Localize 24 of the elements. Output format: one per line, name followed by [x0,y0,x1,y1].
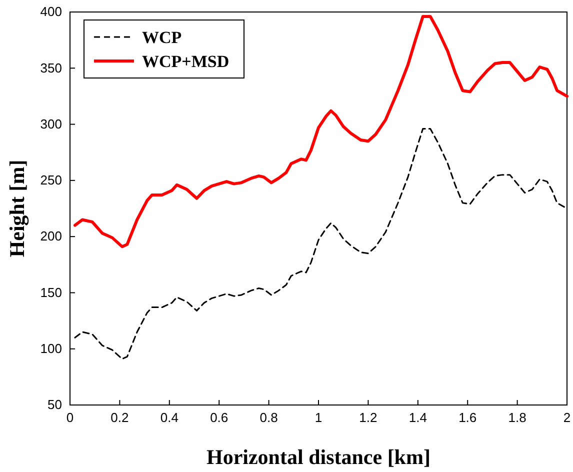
y-tick-label: 300 [40,116,62,132]
line-series [73,14,568,248]
x-tick-label: 0.4 [160,410,178,426]
x-tick-label: 0.6 [210,410,228,426]
x-axis-title: Horizontal distance [km] [206,445,430,469]
x-tick-label: 1.6 [458,410,477,426]
x-tick-label: 1 [314,410,322,426]
y-tick-label: 200 [40,228,62,244]
x-tick-label: 1.8 [508,410,526,426]
legend-label: WCP+MSD [142,52,230,71]
y-tick-label: 250 [40,172,62,188]
x-tick-label: 0.2 [110,410,129,426]
x-tick-label: 0.8 [260,410,278,426]
x-tick-label: 0 [66,410,74,426]
y-axis-title: Height [m] [5,160,29,258]
x-tick-label: 2 [563,410,571,426]
legend-label: WCP [142,28,182,47]
x-tick-label: 1.4 [408,410,427,426]
y-tick-label: 100 [40,341,62,356]
y-tick-label: 50 [48,397,62,412]
y-tick-label: 350 [40,60,62,76]
x-tick-label: 1.2 [359,410,378,426]
y-tick-label: 400 [40,4,62,20]
y-tick-label: 150 [40,284,62,300]
